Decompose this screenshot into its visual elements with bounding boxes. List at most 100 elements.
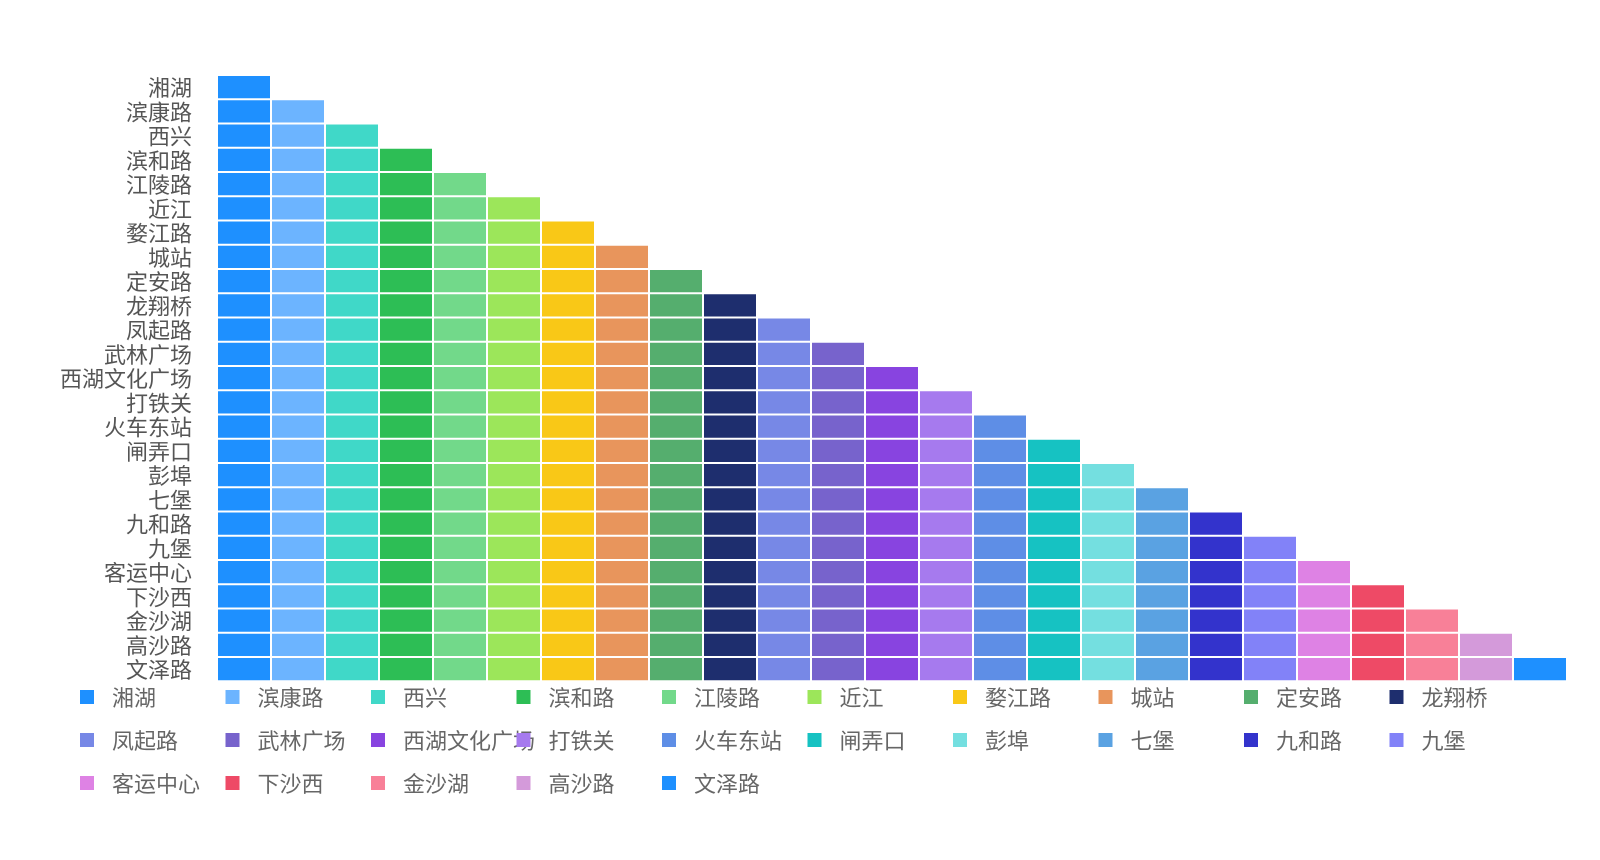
heatmap-cell[interactable]: [326, 367, 378, 390]
heatmap-cell[interactable]: [758, 633, 810, 656]
heatmap-cell[interactable]: [380, 197, 432, 220]
heatmap-cell[interactable]: [812, 488, 864, 511]
heatmap-cell[interactable]: [542, 294, 594, 317]
heatmap-cell[interactable]: [758, 367, 810, 390]
heatmap-cell[interactable]: [1298, 609, 1350, 632]
heatmap-cell[interactable]: [380, 148, 432, 171]
legend-item[interactable]: 滨康路: [225, 687, 324, 712]
heatmap-cell[interactable]: [704, 561, 756, 584]
heatmap-cell[interactable]: [812, 512, 864, 535]
heatmap-cell[interactable]: [434, 585, 486, 608]
heatmap-cell[interactable]: [542, 536, 594, 559]
heatmap-cell[interactable]: [218, 633, 270, 656]
heatmap-cell[interactable]: [1082, 658, 1134, 681]
heatmap-cell[interactable]: [542, 561, 594, 584]
heatmap-cell[interactable]: [596, 561, 648, 584]
heatmap-cell[interactable]: [920, 512, 972, 535]
heatmap-cell[interactable]: [650, 294, 702, 317]
heatmap-cell[interactable]: [380, 342, 432, 365]
heatmap-cell[interactable]: [1082, 512, 1134, 535]
heatmap-cell[interactable]: [272, 439, 324, 462]
heatmap-cell[interactable]: [326, 342, 378, 365]
legend-item[interactable]: 客运中心: [80, 773, 200, 798]
heatmap-cell[interactable]: [380, 536, 432, 559]
heatmap-cell[interactable]: [812, 585, 864, 608]
heatmap-cell[interactable]: [380, 391, 432, 414]
legend-item[interactable]: 西兴: [371, 687, 447, 712]
heatmap-cell[interactable]: [542, 609, 594, 632]
heatmap-cell[interactable]: [488, 658, 540, 681]
legend-item[interactable]: 滨和路: [516, 687, 615, 712]
heatmap-cell[interactable]: [326, 512, 378, 535]
heatmap-cell[interactable]: [434, 294, 486, 317]
heatmap-cell[interactable]: [218, 488, 270, 511]
heatmap-cell[interactable]: [650, 633, 702, 656]
heatmap-cell[interactable]: [218, 148, 270, 171]
heatmap-cell[interactable]: [380, 609, 432, 632]
heatmap-cell[interactable]: [326, 197, 378, 220]
heatmap-cell[interactable]: [1244, 658, 1296, 681]
heatmap-cell[interactable]: [1082, 609, 1134, 632]
heatmap-cell[interactable]: [542, 221, 594, 244]
heatmap-cell[interactable]: [434, 536, 486, 559]
heatmap-cell[interactable]: [974, 609, 1026, 632]
legend-item[interactable]: 龙翔桥: [1389, 687, 1488, 712]
heatmap-cell[interactable]: [758, 391, 810, 414]
heatmap-cell[interactable]: [1514, 658, 1566, 681]
heatmap-cell[interactable]: [380, 585, 432, 608]
heatmap-cell[interactable]: [488, 464, 540, 487]
legend-item[interactable]: 近江: [807, 687, 884, 712]
heatmap-cell[interactable]: [272, 633, 324, 656]
heatmap-cell[interactable]: [326, 585, 378, 608]
heatmap-cell[interactable]: [272, 294, 324, 317]
heatmap-cell[interactable]: [326, 609, 378, 632]
heatmap-cell[interactable]: [758, 415, 810, 438]
heatmap-cell[interactable]: [1190, 585, 1242, 608]
heatmap-cell[interactable]: [596, 464, 648, 487]
heatmap-cell[interactable]: [1244, 585, 1296, 608]
legend-item[interactable]: 城站: [1098, 687, 1175, 712]
heatmap-cell[interactable]: [1136, 561, 1188, 584]
heatmap-cell[interactable]: [1460, 658, 1512, 681]
heatmap-cell[interactable]: [434, 415, 486, 438]
heatmap-cell[interactable]: [704, 658, 756, 681]
heatmap-cell[interactable]: [650, 464, 702, 487]
heatmap-cell[interactable]: [920, 658, 972, 681]
heatmap-cell[interactable]: [1190, 561, 1242, 584]
heatmap-cell[interactable]: [434, 561, 486, 584]
heatmap-cell[interactable]: [758, 342, 810, 365]
heatmap-cell[interactable]: [596, 318, 648, 341]
heatmap-cell[interactable]: [812, 464, 864, 487]
heatmap-cell[interactable]: [272, 245, 324, 268]
heatmap-cell[interactable]: [704, 318, 756, 341]
heatmap-cell[interactable]: [272, 391, 324, 414]
heatmap-cell[interactable]: [596, 294, 648, 317]
heatmap-cell[interactable]: [272, 270, 324, 293]
heatmap-cell[interactable]: [488, 245, 540, 268]
heatmap-cell[interactable]: [650, 658, 702, 681]
heatmap-cell[interactable]: [596, 585, 648, 608]
heatmap-cell[interactable]: [542, 585, 594, 608]
heatmap-cell[interactable]: [596, 415, 648, 438]
heatmap-cell[interactable]: [758, 488, 810, 511]
heatmap-cell[interactable]: [1190, 512, 1242, 535]
heatmap-cell[interactable]: [434, 391, 486, 414]
heatmap-cell[interactable]: [434, 173, 486, 196]
legend-item[interactable]: 凤起路: [80, 730, 178, 755]
heatmap-cell[interactable]: [1082, 488, 1134, 511]
heatmap-cell[interactable]: [920, 415, 972, 438]
legend-item[interactable]: 江陵路: [662, 687, 760, 712]
legend-item[interactable]: 文泽路: [662, 773, 760, 798]
heatmap-cell[interactable]: [542, 633, 594, 656]
heatmap-cell[interactable]: [542, 488, 594, 511]
heatmap-cell[interactable]: [1352, 633, 1404, 656]
heatmap-cell[interactable]: [1028, 488, 1080, 511]
heatmap-cell[interactable]: [1028, 512, 1080, 535]
heatmap-cell[interactable]: [1190, 609, 1242, 632]
heatmap-cell[interactable]: [704, 439, 756, 462]
legend-item[interactable]: 湘湖: [80, 687, 156, 712]
heatmap-cell[interactable]: [974, 536, 1026, 559]
heatmap-cell[interactable]: [326, 318, 378, 341]
heatmap-cell[interactable]: [650, 536, 702, 559]
heatmap-cell[interactable]: [596, 512, 648, 535]
